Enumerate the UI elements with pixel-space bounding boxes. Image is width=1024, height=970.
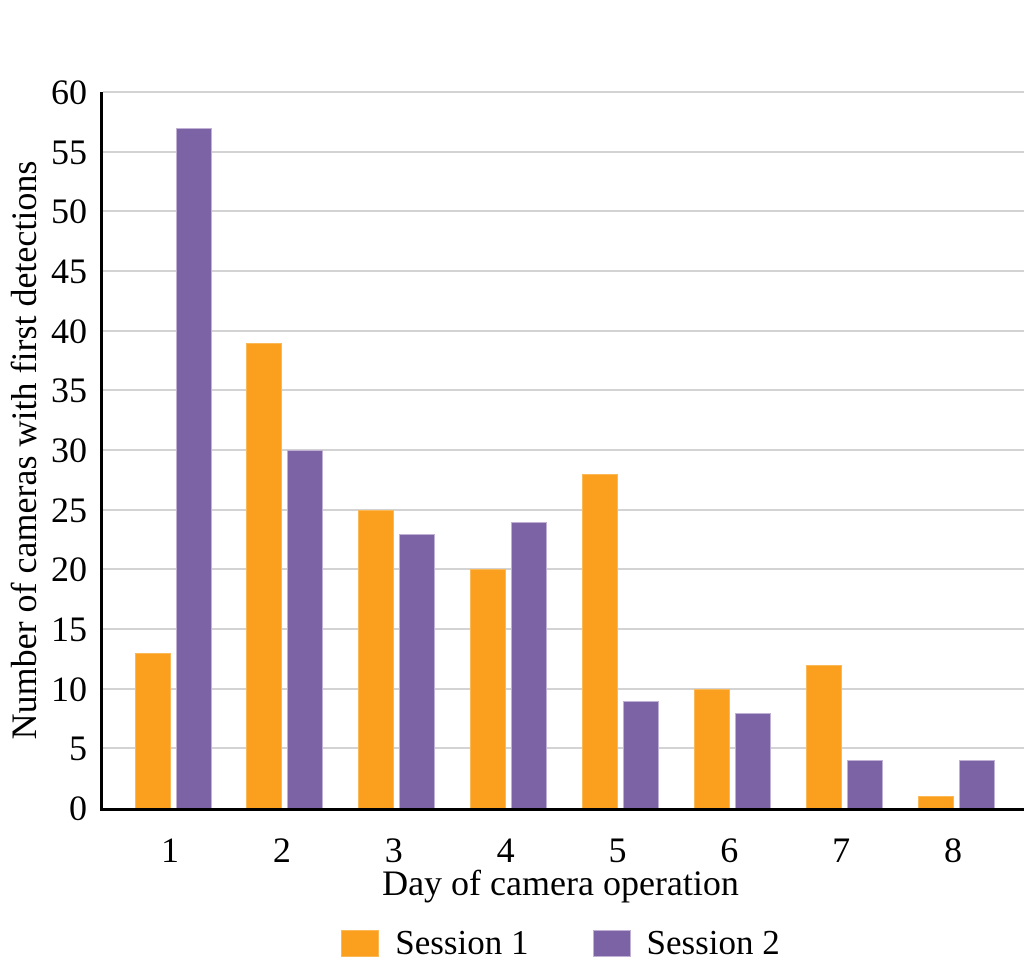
bar-session-2-day-5 xyxy=(622,700,659,808)
y-tick-label: 45 xyxy=(51,251,87,291)
bar-session-2-day-4 xyxy=(511,521,548,808)
gridline xyxy=(103,687,1024,690)
gridline xyxy=(103,150,1024,153)
legend-item: Session 1 xyxy=(341,923,529,962)
gridline xyxy=(103,91,1024,93)
bar-session-1-day-4 xyxy=(470,569,507,808)
bar-session-1-day-3 xyxy=(358,509,395,808)
y-tick-label: 15 xyxy=(51,609,87,649)
gridline xyxy=(103,747,1024,750)
bar-session-2-day-7 xyxy=(846,760,883,808)
legend: Session 1 Session 2 xyxy=(100,924,1021,962)
legend-label: Session 1 xyxy=(395,923,529,962)
gridline xyxy=(103,210,1024,213)
gridline xyxy=(103,628,1024,630)
gridline xyxy=(103,389,1024,392)
gridline xyxy=(103,329,1024,332)
x-tick-label: 4 xyxy=(496,830,515,870)
x-axis-title: Day of camera operation xyxy=(382,863,739,903)
y-tick-label: 55 xyxy=(51,131,87,172)
gridline xyxy=(103,568,1024,571)
y-tick-label: 40 xyxy=(51,310,87,351)
bar-session-1-day-7 xyxy=(805,664,842,808)
x-tick-label: 8 xyxy=(944,830,963,870)
bar-session-2-day-3 xyxy=(399,533,436,808)
y-tick-label: 25 xyxy=(51,489,87,530)
y-tick-label: 60 xyxy=(51,72,87,112)
bar-session-2-day-1 xyxy=(175,127,212,808)
x-tick-label: 6 xyxy=(720,830,739,870)
x-tick-label: 5 xyxy=(608,830,627,870)
bar-session-1-day-1 xyxy=(134,652,171,808)
plot-area xyxy=(100,91,1024,811)
bar-session-1-day-8 xyxy=(917,796,954,808)
gridline xyxy=(103,508,1024,511)
x-tick-label: 3 xyxy=(384,830,403,870)
bar-session-1-day-2 xyxy=(246,342,283,808)
gridline xyxy=(103,270,1024,272)
x-tick-label: 7 xyxy=(832,830,851,870)
x-tick-label: 1 xyxy=(161,830,179,870)
y-tick-label: 35 xyxy=(51,370,87,411)
y-tick-label: 50 xyxy=(51,191,87,232)
bar-session-1-day-6 xyxy=(693,688,730,808)
gridline xyxy=(103,449,1024,451)
x-tick-label: 2 xyxy=(272,830,291,870)
bar-session-2-day-8 xyxy=(958,760,995,808)
legend-label: Session 2 xyxy=(646,923,780,962)
y-tick-label: 5 xyxy=(69,728,87,769)
y-tick-label: 0 xyxy=(69,788,87,828)
y-tick-label: 10 xyxy=(51,668,87,709)
bar-session-2-day-6 xyxy=(734,712,771,808)
y-tick-label: 30 xyxy=(51,430,87,470)
legend-swatch xyxy=(341,929,380,957)
legend-item: Session 2 xyxy=(592,923,780,962)
y-tick-label: 20 xyxy=(51,549,87,590)
bar-session-2-day-2 xyxy=(287,450,324,808)
legend-swatch xyxy=(592,929,631,957)
bar-session-1-day-5 xyxy=(581,473,618,808)
